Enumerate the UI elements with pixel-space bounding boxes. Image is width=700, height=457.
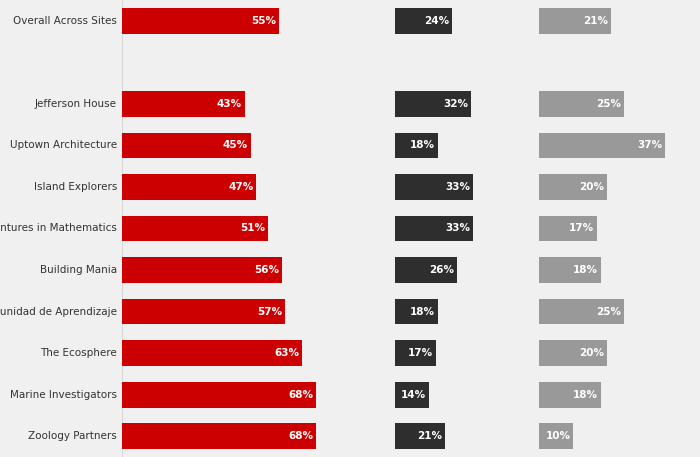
Text: 32%: 32% — [443, 99, 468, 109]
Text: Marine Investigators: Marine Investigators — [10, 390, 117, 400]
Text: Zoology Partners: Zoology Partners — [28, 431, 117, 441]
Bar — [395, 216, 473, 241]
Bar — [122, 133, 251, 158]
Bar — [395, 174, 473, 200]
Text: 20%: 20% — [580, 182, 605, 192]
Bar — [395, 340, 435, 366]
Text: 26%: 26% — [429, 265, 454, 275]
Bar — [395, 299, 438, 324]
Bar — [539, 8, 610, 34]
Text: 68%: 68% — [288, 431, 314, 441]
Text: 18%: 18% — [410, 140, 435, 150]
Text: 18%: 18% — [573, 265, 598, 275]
Text: Overall Across Sites: Overall Across Sites — [13, 16, 117, 26]
Text: Comunidad de Aprendizaje: Comunidad de Aprendizaje — [0, 307, 117, 317]
Text: 25%: 25% — [596, 99, 622, 109]
Bar — [122, 257, 282, 283]
Text: 21%: 21% — [417, 431, 442, 441]
Text: Jefferson House: Jefferson House — [35, 99, 117, 109]
Text: 17%: 17% — [407, 348, 433, 358]
Text: 33%: 33% — [446, 182, 470, 192]
Text: 37%: 37% — [638, 140, 663, 150]
Bar — [539, 216, 597, 241]
Bar — [539, 174, 608, 200]
Bar — [122, 8, 279, 34]
Text: 20%: 20% — [580, 348, 605, 358]
Text: 10%: 10% — [545, 431, 570, 441]
Bar — [539, 340, 608, 366]
Text: 43%: 43% — [217, 99, 242, 109]
Bar — [395, 382, 428, 408]
Text: The Ecosphere: The Ecosphere — [40, 348, 117, 358]
Text: 51%: 51% — [240, 223, 265, 234]
Text: 56%: 56% — [254, 265, 279, 275]
Bar — [122, 174, 256, 200]
Bar — [395, 133, 438, 158]
Bar — [539, 257, 601, 283]
Text: 17%: 17% — [569, 223, 594, 234]
Text: Building Mania: Building Mania — [40, 265, 117, 275]
Bar — [122, 423, 316, 449]
Text: 18%: 18% — [573, 390, 598, 400]
Bar — [539, 133, 666, 158]
Bar — [122, 216, 267, 241]
Text: 21%: 21% — [583, 16, 608, 26]
Bar — [122, 299, 285, 324]
Bar — [122, 340, 302, 366]
Bar — [395, 423, 445, 449]
Text: 25%: 25% — [596, 307, 622, 317]
Bar — [539, 423, 573, 449]
Bar — [395, 8, 452, 34]
Text: 55%: 55% — [251, 16, 276, 26]
Text: 33%: 33% — [446, 223, 470, 234]
Bar — [539, 91, 624, 117]
Text: 24%: 24% — [424, 16, 449, 26]
Bar — [122, 382, 316, 408]
Text: 18%: 18% — [410, 307, 435, 317]
Text: Island Explorers: Island Explorers — [34, 182, 117, 192]
Bar — [539, 299, 624, 324]
Bar — [122, 91, 245, 117]
Text: 45%: 45% — [223, 140, 248, 150]
Text: 68%: 68% — [288, 390, 314, 400]
Text: Adventures in Mathematics: Adventures in Mathematics — [0, 223, 117, 234]
Bar — [395, 91, 471, 117]
Bar — [539, 382, 601, 408]
Text: 14%: 14% — [400, 390, 426, 400]
Text: 57%: 57% — [257, 307, 282, 317]
Bar — [395, 257, 457, 283]
Text: 47%: 47% — [228, 182, 253, 192]
Text: Uptown Architecture: Uptown Architecture — [10, 140, 117, 150]
Text: 63%: 63% — [274, 348, 299, 358]
